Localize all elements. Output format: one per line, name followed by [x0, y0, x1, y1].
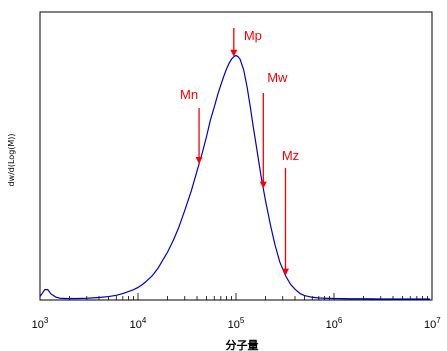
annotation-arrow-head	[259, 181, 267, 189]
x-tick-label: 107	[424, 316, 441, 331]
annotation-label: Mn	[180, 87, 198, 102]
x-tick-label: 106	[326, 316, 343, 331]
x-tick-base: 10	[326, 319, 338, 331]
annotation-mz: Mz	[282, 148, 299, 276]
x-tick-label: 103	[32, 316, 49, 331]
molecular-weight-distribution-line	[39, 54, 430, 300]
annotation-arrow-head	[195, 156, 203, 164]
annotation-arrow-head	[282, 268, 290, 276]
annotation-mp: Mp	[230, 28, 262, 57]
annotation-mn: Mn	[180, 87, 203, 164]
x-tick-base: 10	[424, 319, 436, 331]
x-tick-label: 105	[228, 316, 245, 331]
x-tick-base: 10	[32, 319, 44, 331]
annotation-arrow-head	[230, 49, 238, 57]
annotation-label: Mz	[282, 148, 299, 163]
annotations: Mp Mn Mw Mz	[180, 28, 299, 276]
annotation-label: Mw	[267, 70, 288, 85]
x-axis-label: 分子量	[226, 338, 259, 351]
x-tick-base: 10	[130, 319, 142, 331]
annotation-label: Mp	[244, 28, 262, 43]
x-axis-tick-labels: 103 104 105 106 107	[32, 316, 442, 331]
x-tick-label: 104	[130, 316, 147, 331]
x-tick-exponent: 4	[142, 316, 147, 325]
x-tick-exponent: 7	[436, 316, 441, 325]
x-axis-ticks	[39, 293, 428, 300]
x-tick-exponent: 5	[240, 316, 245, 325]
annotation-mw: Mw	[259, 70, 288, 189]
x-tick-exponent: 6	[338, 316, 343, 325]
x-tick-base: 10	[228, 319, 240, 331]
y-axis-label: dw/d(Log(M))	[7, 133, 16, 186]
x-tick-exponent: 3	[44, 316, 49, 325]
